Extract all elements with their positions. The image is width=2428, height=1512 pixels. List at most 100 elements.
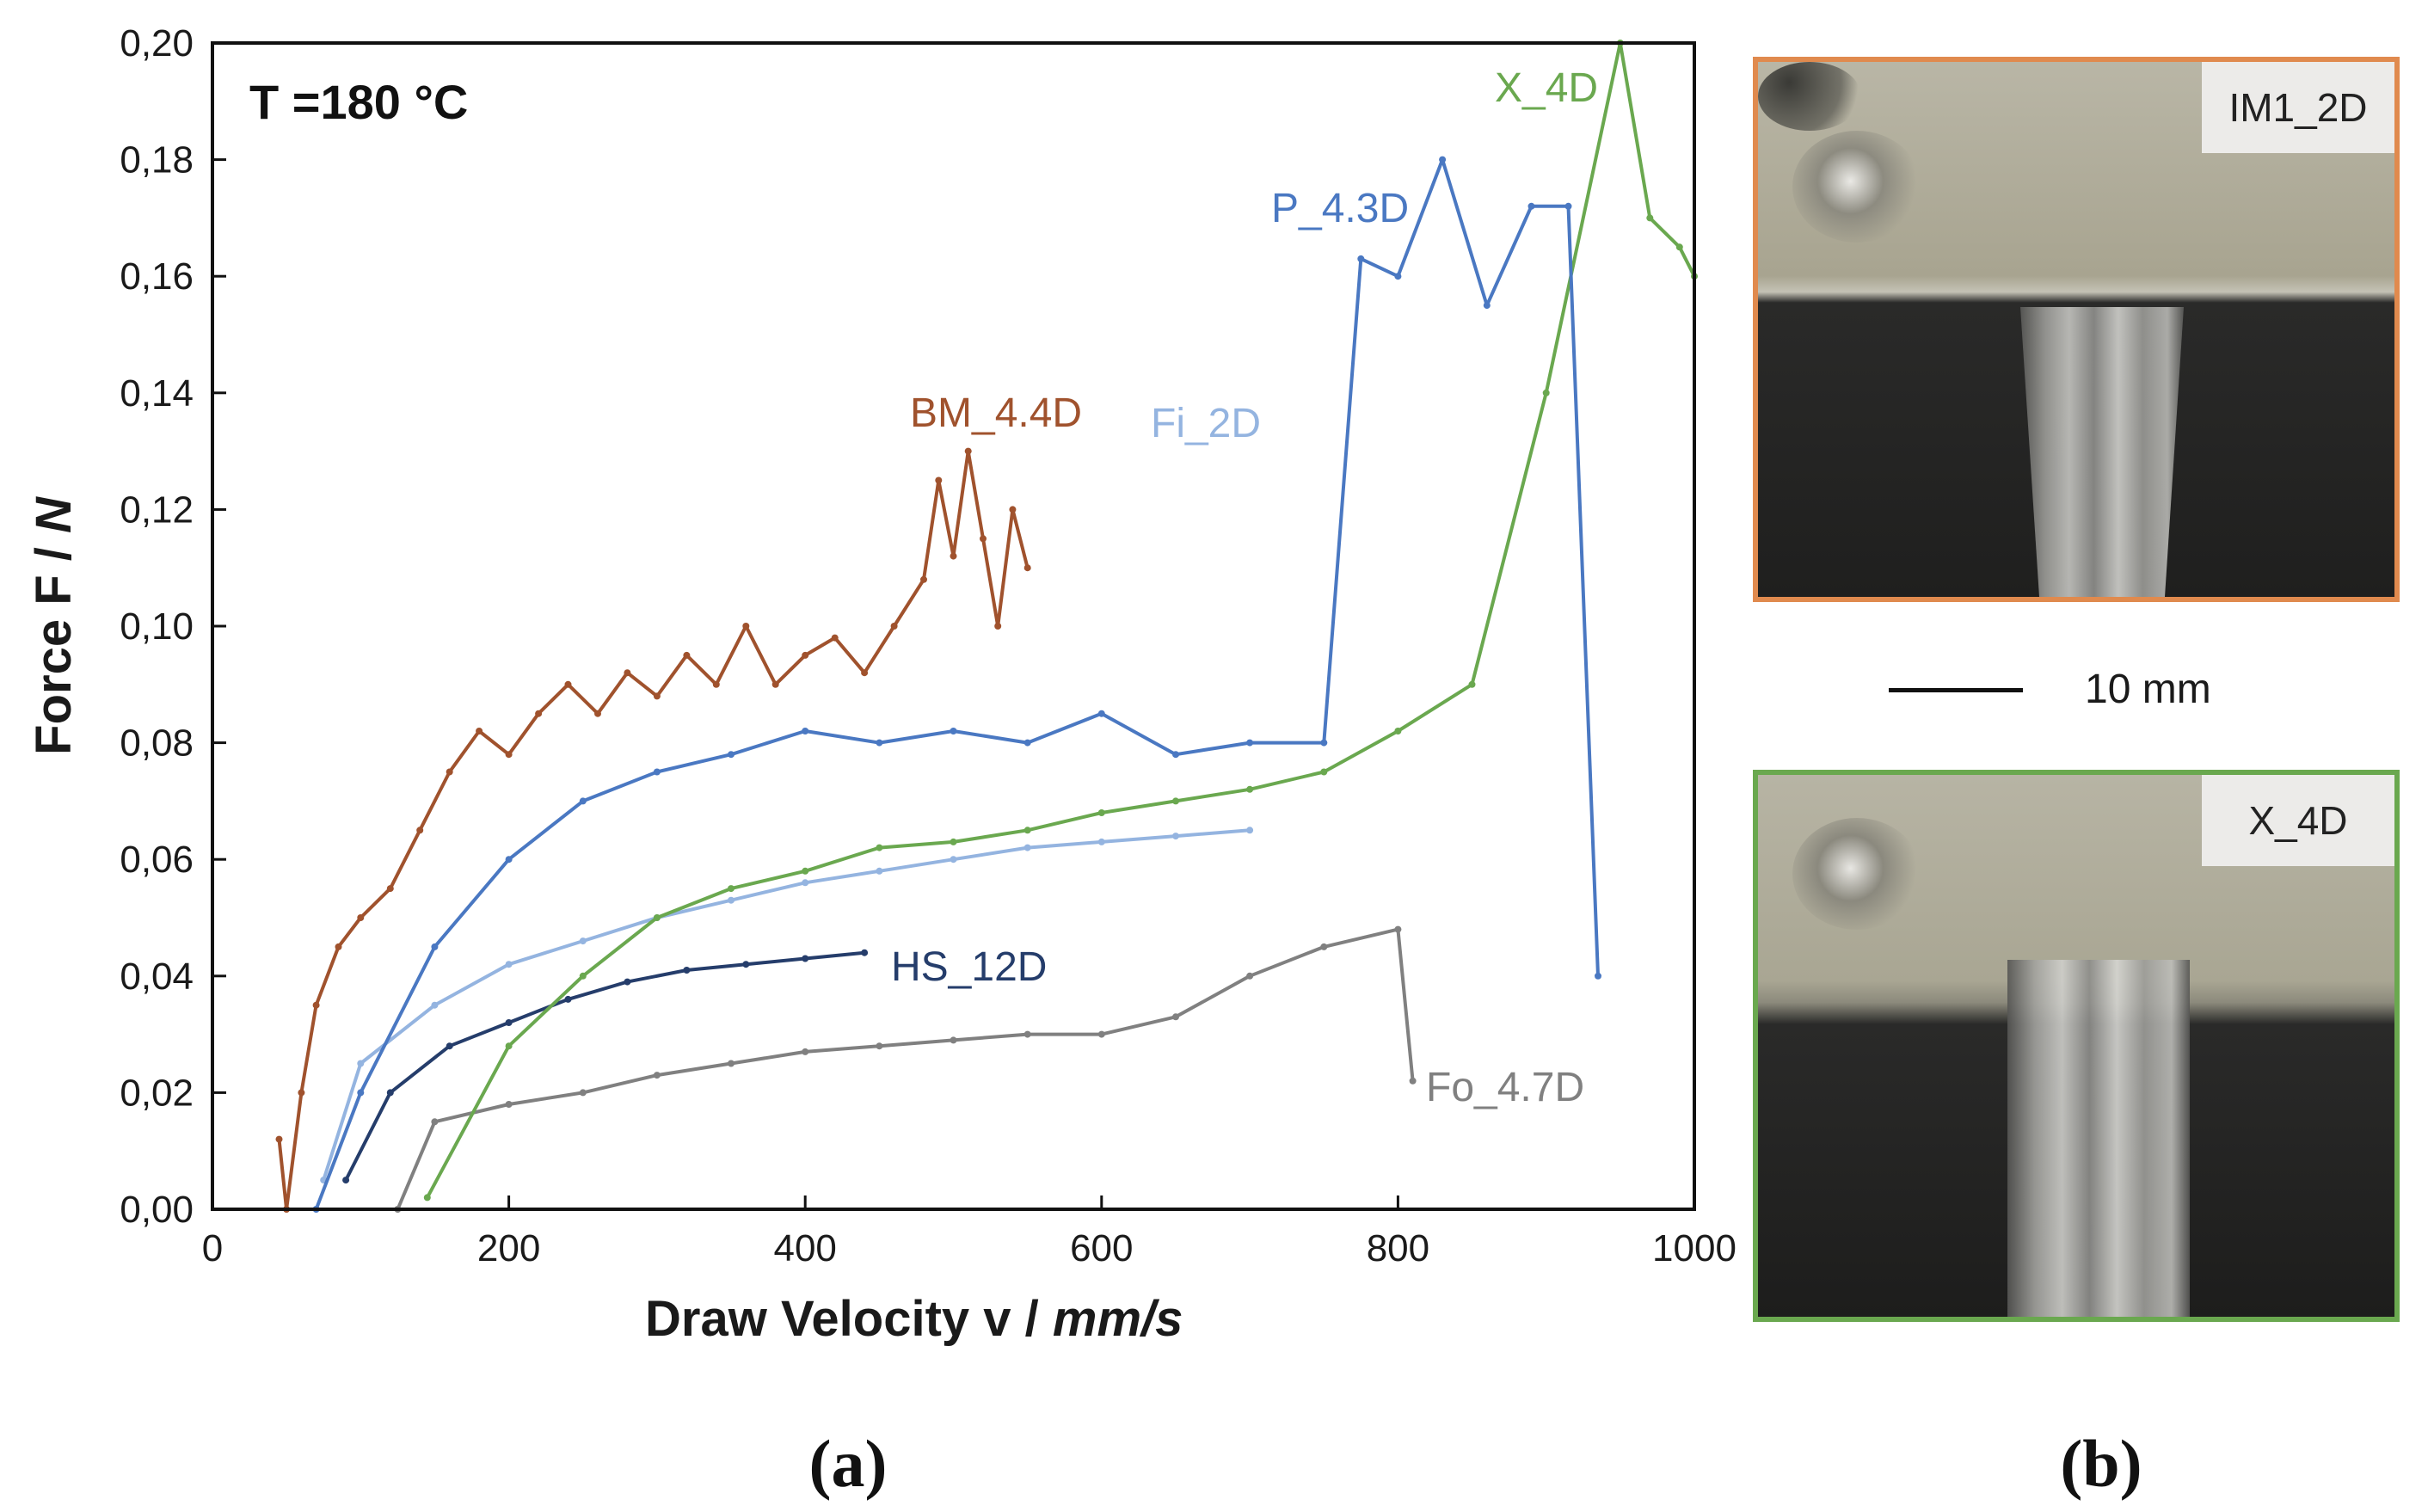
series-point	[890, 623, 898, 630]
y-tick-label: 0,04	[120, 956, 194, 998]
series-point	[802, 1048, 809, 1055]
series-point	[579, 972, 587, 980]
dark-blob	[1758, 62, 1861, 131]
panel-a-label: (a)	[809, 1426, 888, 1501]
series-point	[728, 896, 735, 904]
film-strip	[2007, 960, 2190, 1317]
series-point	[423, 1194, 431, 1202]
series-point	[653, 692, 661, 700]
series-point	[1439, 156, 1447, 163]
series-point	[1357, 255, 1365, 262]
series-point	[950, 856, 957, 864]
x-tick-label: 400	[773, 1227, 836, 1269]
series-point	[357, 914, 365, 921]
series-point	[1097, 1030, 1105, 1038]
series-point	[1320, 943, 1328, 950]
series-label-fo-4-7d: Fo_4.7D	[1426, 1065, 1584, 1110]
y-tick-label: 0,08	[120, 722, 194, 765]
series-point	[476, 728, 483, 734]
series-point	[505, 961, 513, 968]
series-point	[1246, 827, 1254, 834]
y-tick-label: 0,10	[120, 605, 194, 648]
series-point	[1246, 972, 1254, 980]
temperature-annotation: T =180 °C	[249, 75, 468, 129]
y-tick-label: 0,14	[120, 372, 194, 415]
series-point	[876, 1042, 883, 1050]
series-point	[950, 552, 957, 560]
series-point	[1394, 925, 1402, 933]
series-point	[579, 797, 587, 805]
light-blob	[1792, 131, 1921, 243]
series-label-hs-12d: HS_12D	[891, 944, 1047, 990]
x-axis-title-unit: mm/s	[1053, 1291, 1183, 1347]
y-tick-label: 0,00	[120, 1189, 194, 1231]
series-point	[1023, 564, 1031, 572]
series-line-hs-12d	[344, 950, 865, 1182]
series-point	[683, 967, 691, 974]
series-point	[335, 943, 342, 950]
series-point	[802, 728, 809, 734]
series-point	[802, 651, 809, 659]
y-tick-label: 0,06	[120, 839, 194, 881]
x-tick-label: 600	[1070, 1227, 1133, 1269]
series-point	[535, 710, 543, 717]
series-point	[876, 867, 883, 875]
series-point	[1542, 389, 1550, 396]
series-label-bm-4-4d: BM_4.4D	[910, 390, 1082, 436]
series-point	[1483, 302, 1491, 310]
y-tick-label: 0,16	[120, 255, 194, 298]
series-point	[742, 623, 750, 630]
series-point	[564, 995, 572, 1003]
series-point	[1394, 273, 1402, 280]
series-point	[802, 955, 809, 962]
series-point	[950, 728, 957, 734]
series-point	[594, 710, 601, 717]
series-point	[298, 1089, 305, 1097]
scale-bar-line	[1889, 688, 2023, 692]
series-label-p-4-3d: P_4.3D	[1271, 186, 1409, 231]
series-point	[861, 669, 869, 677]
series-point	[994, 623, 1002, 630]
series-point	[728, 1060, 735, 1067]
series-point	[802, 879, 809, 887]
panel-b-label: (b)	[2060, 1426, 2142, 1501]
scale-bar-label: 10 mm	[2085, 667, 2211, 712]
y-axis-title-plain: Force F /	[26, 533, 82, 755]
series-line-bm-4-4d	[277, 449, 1030, 1211]
y-tick-label: 0,18	[120, 139, 194, 181]
x-tick-label: 0	[202, 1227, 223, 1269]
y-axis-title-unit: N	[26, 496, 82, 533]
series-point	[505, 751, 513, 759]
series-point	[935, 476, 943, 484]
series-point	[964, 447, 972, 455]
series-point	[275, 1135, 283, 1143]
plot-area-frame	[211, 41, 1696, 1211]
series-point	[1023, 844, 1031, 851]
series-point	[431, 943, 439, 950]
series-point	[386, 885, 394, 893]
series-point	[431, 1001, 439, 1009]
series-label-x-4d: X_4D	[1495, 65, 1598, 111]
series-point	[416, 827, 424, 834]
series-labels-layer: BM_4.4D P_4.3D Fi_2D X_4D HS_12D Fo_4.7D	[891, 65, 1598, 1110]
series-point	[1172, 797, 1179, 805]
series-point	[505, 1019, 513, 1026]
x-tick-label: 1000	[1652, 1227, 1736, 1269]
y-tick-label: 0,20	[120, 22, 194, 65]
series-point	[564, 680, 572, 688]
series-point	[1023, 739, 1031, 747]
light-blob	[1792, 818, 1921, 930]
series-point	[920, 575, 927, 583]
series-point	[876, 739, 883, 747]
series-point	[579, 1089, 587, 1097]
series-point	[1097, 809, 1105, 816]
x-tick-label: 200	[477, 1227, 540, 1269]
series-point	[1646, 214, 1654, 222]
series-point	[505, 1042, 513, 1050]
series-point	[950, 1036, 957, 1044]
series-point	[1527, 202, 1535, 210]
series-point	[728, 885, 735, 893]
series-point	[1409, 1077, 1417, 1085]
y-axis-title: Force F / N	[26, 496, 82, 755]
series-point	[1097, 838, 1105, 845]
